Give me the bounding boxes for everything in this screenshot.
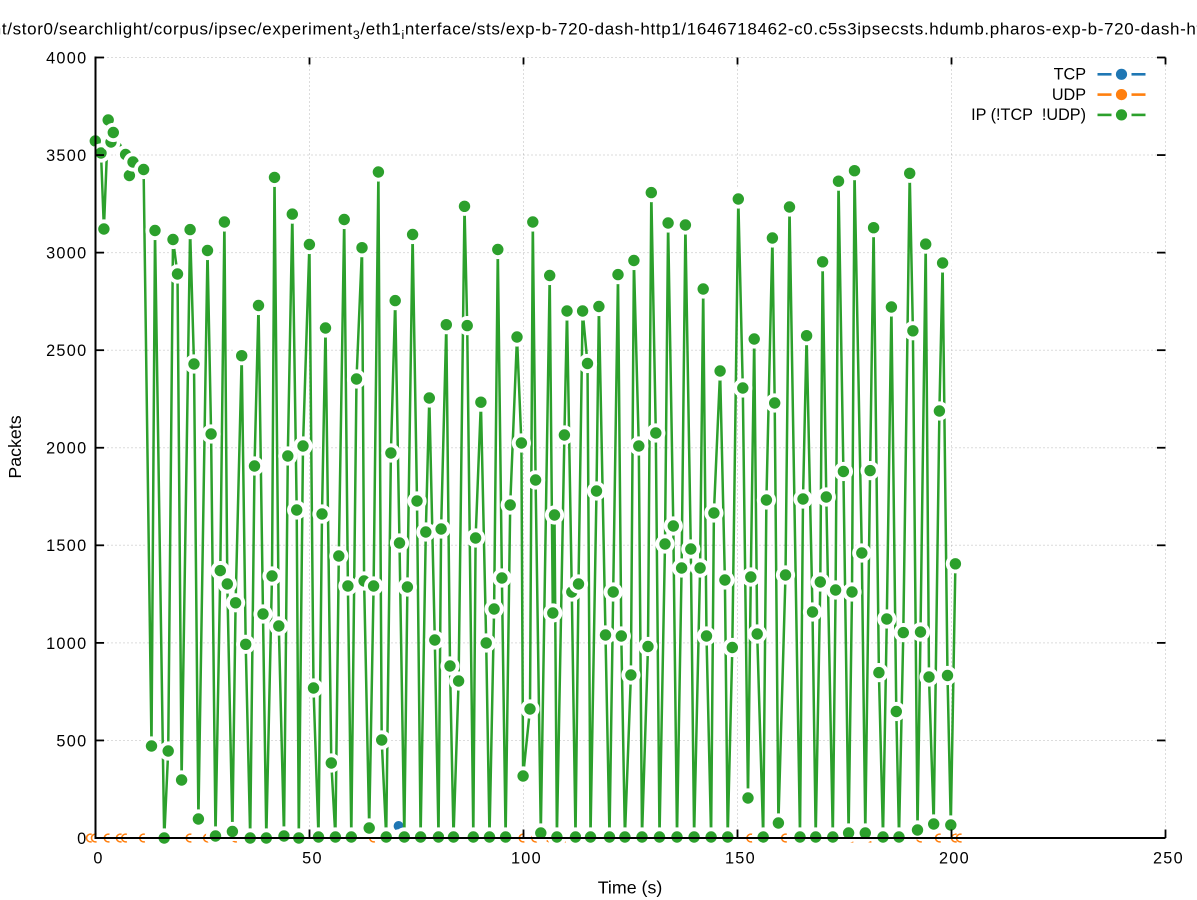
svg-text:UDP: UDP (1052, 86, 1086, 104)
svg-text:0: 0 (77, 830, 87, 848)
svg-text:3000: 3000 (46, 245, 87, 263)
svg-text:200: 200 (939, 850, 970, 868)
svg-text:2000: 2000 (46, 440, 87, 458)
svg-text:500: 500 (56, 732, 87, 750)
svg-text:TCP: TCP (1054, 66, 1086, 84)
svg-text:3500: 3500 (46, 147, 87, 165)
svg-text:250: 250 (1153, 850, 1184, 868)
svg-text:IP (!TCP !UDP): IP (!TCP !UDP) (971, 106, 1086, 124)
svg-text:0: 0 (93, 850, 103, 868)
svg-text:Time (s): Time (s) (598, 877, 663, 897)
svg-text:1500: 1500 (46, 537, 87, 555)
svg-text:nt/stor0/searchlight/corpus/ip: nt/stor0/searchlight/corpus/ipsec/experi… (0, 19, 1197, 42)
svg-text:4000: 4000 (46, 49, 87, 67)
svg-text:1000: 1000 (46, 635, 87, 653)
svg-text:Packets: Packets (5, 415, 25, 478)
svg-text:100: 100 (511, 850, 542, 868)
svg-text:150: 150 (725, 850, 756, 868)
svg-text:2500: 2500 (46, 342, 87, 360)
svg-text:50: 50 (302, 850, 323, 868)
